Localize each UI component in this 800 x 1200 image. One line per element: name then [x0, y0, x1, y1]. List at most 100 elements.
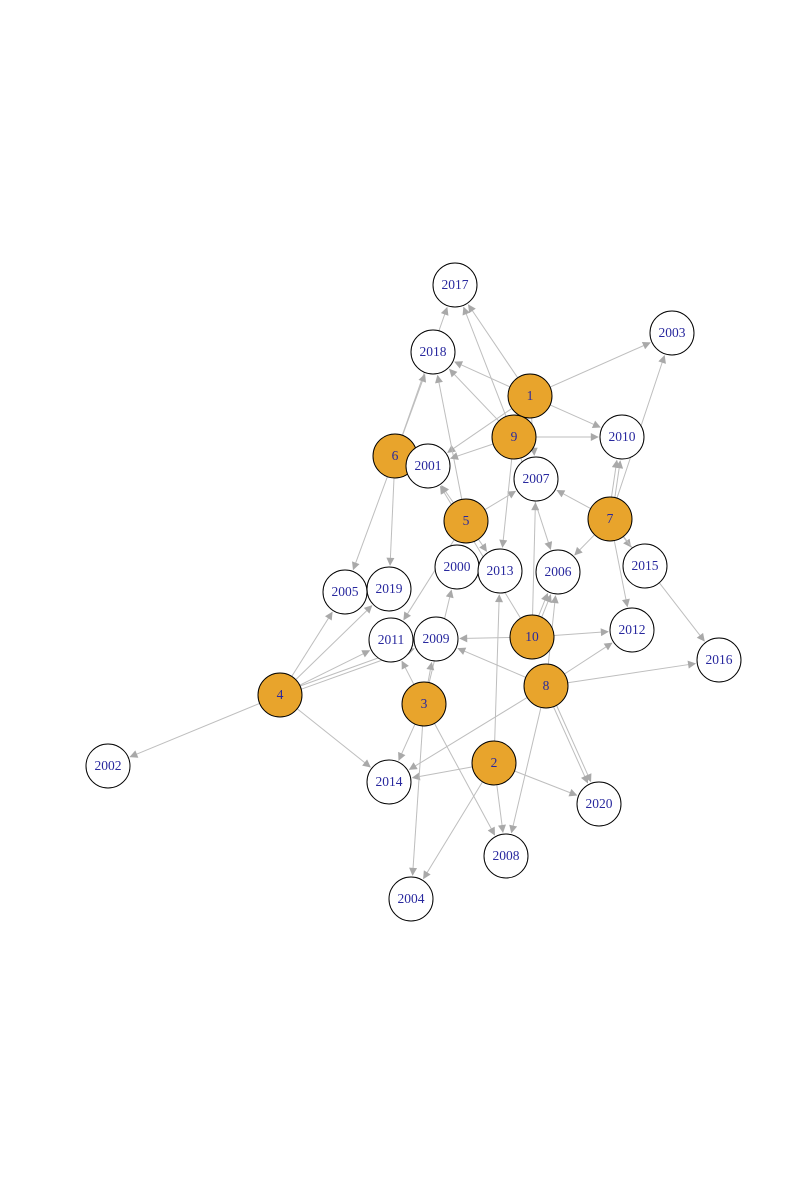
- graph-node-2016: 2016: [696, 637, 742, 683]
- graph-node-2001: 2001: [405, 443, 451, 489]
- node-circle: [477, 548, 523, 594]
- graph-edge-5-to-2013: [477, 538, 487, 552]
- node-label: 2000: [444, 559, 471, 574]
- graph-edge-2-to-2013: [494, 594, 504, 742]
- graph-edge-1-to-2003: [549, 341, 651, 388]
- graph-edge-8-to-2008: [509, 707, 542, 834]
- node-label: 2004: [398, 891, 425, 906]
- node-circle: [523, 663, 569, 709]
- graph-edge-6-to-2005: [352, 476, 388, 571]
- graph-edge-10-to-2006: [538, 592, 549, 617]
- graph-edge-4-to-2002: [129, 702, 260, 758]
- node-circle: [257, 672, 303, 718]
- graph-edge-4-to-2011: [299, 650, 371, 686]
- node-circle: [413, 616, 459, 662]
- graph-edge-8-to-2009: [457, 647, 526, 678]
- graph-edge-3-to-2014: [398, 723, 416, 761]
- node-label: 1: [527, 388, 534, 403]
- node-circle: [471, 740, 517, 786]
- node-circle: [401, 681, 447, 727]
- graph-node-9: 9: [491, 414, 537, 460]
- node-label: 4: [277, 687, 284, 702]
- graph-node-4: 4: [257, 672, 303, 718]
- graph-node-2010: 2010: [599, 414, 645, 460]
- graph-node-2020: 2020: [576, 781, 622, 827]
- node-label: 2014: [376, 774, 403, 789]
- graph-node-2003: 2003: [649, 310, 695, 356]
- graph-edge-5-to-2007: [484, 490, 517, 511]
- node-circle: [388, 876, 434, 922]
- graph-edge-8-to-2020: [553, 706, 589, 784]
- graph-node-2: 2: [471, 740, 517, 786]
- node-label: 2005: [332, 584, 359, 599]
- graph-edge-9-to-2017: [462, 306, 507, 417]
- node-circle: [405, 443, 451, 489]
- graph-node-2018: 2018: [410, 329, 456, 375]
- graph-node-2015: 2015: [622, 543, 668, 589]
- graph-edge-3-to-2004: [409, 725, 424, 876]
- graph-edge-1-to-2017: [467, 304, 519, 379]
- graph-edge-7-to-2012: [613, 540, 630, 608]
- node-circle: [368, 617, 414, 663]
- graph-edge-3-to-2009: [426, 661, 435, 683]
- graph-node-2008: 2008: [483, 833, 529, 879]
- graph-edge-8-to-2014: [408, 697, 528, 770]
- node-circle: [587, 496, 633, 542]
- graph-node-2017: 2017: [432, 262, 478, 308]
- graph-edge-9-to-2001: [449, 443, 494, 460]
- graph-edge-9-to-2018: [449, 368, 500, 422]
- node-label: 2: [491, 755, 498, 770]
- node-circle: [696, 637, 742, 683]
- node-label: 2016: [706, 652, 733, 667]
- graph-edge-7-to-2007: [556, 489, 591, 509]
- graph-edge-10-to-2007: [531, 502, 540, 616]
- node-circle: [366, 759, 412, 805]
- node-circle: [649, 310, 695, 356]
- node-circle: [507, 373, 553, 419]
- graph-node-2014: 2014: [366, 759, 412, 805]
- node-label: 2019: [376, 581, 403, 596]
- graph-node-1: 1: [507, 373, 553, 419]
- node-circle: [366, 566, 412, 612]
- node-label: 3: [421, 696, 428, 711]
- node-label: 2003: [659, 325, 686, 340]
- node-label: 2017: [442, 277, 469, 292]
- node-label: 2001: [415, 458, 442, 473]
- node-circle: [622, 543, 668, 589]
- graph-edge-1-to-2001: [447, 408, 513, 453]
- graph-node-2007: 2007: [513, 456, 559, 502]
- graph-edge-4-to-2019: [295, 605, 373, 681]
- graph-edge-10-to-2009: [459, 634, 511, 643]
- node-circle: [513, 456, 559, 502]
- graph-node-2006: 2006: [535, 549, 581, 595]
- graph-edge-2-to-2020: [514, 770, 578, 797]
- graph-node-3: 3: [401, 681, 447, 727]
- graph-node-2009: 2009: [413, 616, 459, 662]
- node-circle: [609, 607, 655, 653]
- graph-node-2004: 2004: [388, 876, 434, 922]
- graph-edge-3-to-2011: [401, 660, 415, 685]
- node-circle: [483, 833, 529, 879]
- graph-edge-8-to-2016: [567, 660, 697, 684]
- node-label: 2015: [632, 558, 659, 573]
- node-label: 7: [607, 511, 614, 526]
- graph-node-2002: 2002: [85, 743, 131, 789]
- graph-edge-2-to-2014: [411, 766, 473, 781]
- node-label: 2010: [609, 429, 636, 444]
- graph-edge-3-to-2008: [434, 723, 496, 836]
- graph-edge-5-to-2001: [441, 485, 454, 504]
- node-label: 2007: [523, 471, 550, 486]
- node-label: 2020: [586, 796, 613, 811]
- node-label: 2006: [545, 564, 572, 579]
- graph-node-5: 5: [443, 498, 489, 544]
- node-circle: [443, 498, 489, 544]
- node-circle: [410, 329, 456, 375]
- graph-edge-7-to-2006: [574, 534, 595, 556]
- node-label: 2013: [487, 563, 514, 578]
- node-label: 2008: [493, 848, 520, 863]
- graph-edge-9-to-2013: [499, 458, 513, 548]
- graph-edge-2-to-2008: [496, 784, 506, 833]
- node-label: 10: [525, 629, 539, 644]
